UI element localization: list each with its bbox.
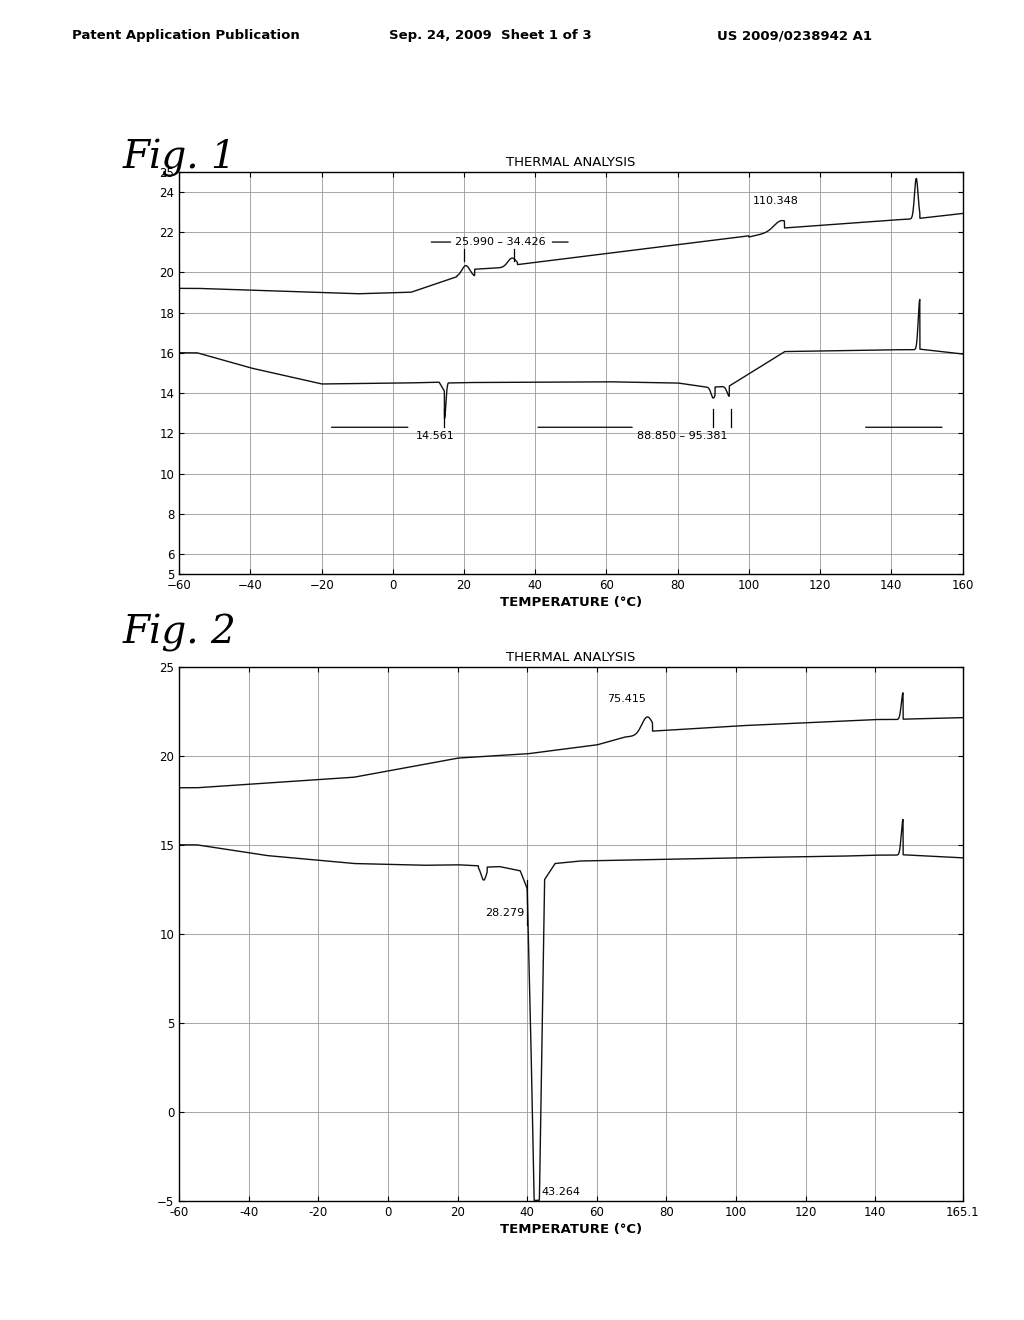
X-axis label: TEMPERATURE (°C): TEMPERATURE (°C) (500, 1224, 642, 1237)
Text: Patent Application Publication: Patent Application Publication (72, 29, 299, 42)
X-axis label: TEMPERATURE (°C): TEMPERATURE (°C) (500, 597, 642, 610)
Text: 88.850 – 95.381: 88.850 – 95.381 (637, 432, 727, 441)
Text: Sep. 24, 2009  Sheet 1 of 3: Sep. 24, 2009 Sheet 1 of 3 (389, 29, 592, 42)
Title: THERMAL ANALYSIS: THERMAL ANALYSIS (506, 156, 636, 169)
Text: 14.561: 14.561 (416, 432, 455, 441)
Text: US 2009/0238942 A1: US 2009/0238942 A1 (717, 29, 871, 42)
Text: 43.264: 43.264 (541, 1187, 581, 1197)
Text: Fig. 2: Fig. 2 (123, 614, 237, 652)
Text: Fig. 1: Fig. 1 (123, 139, 237, 177)
Title: THERMAL ANALYSIS: THERMAL ANALYSIS (506, 651, 636, 664)
Text: 25.990 – 34.426: 25.990 – 34.426 (455, 238, 546, 247)
Text: 75.415: 75.415 (607, 694, 646, 704)
Text: 110.348: 110.348 (753, 195, 799, 206)
Text: 28.279: 28.279 (485, 908, 524, 917)
